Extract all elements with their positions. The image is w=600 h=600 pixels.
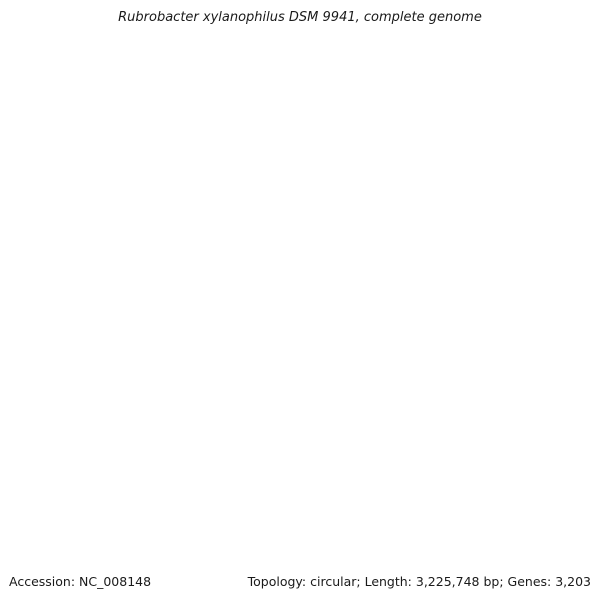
- genome-summary-text: Topology: circular; Length: 3,225,748 bp…: [247, 574, 591, 589]
- accession-text: Accession: NC_008148: [9, 574, 152, 589]
- page-title: Rubrobacter xylanophilus DSM 9941, compl…: [118, 10, 482, 25]
